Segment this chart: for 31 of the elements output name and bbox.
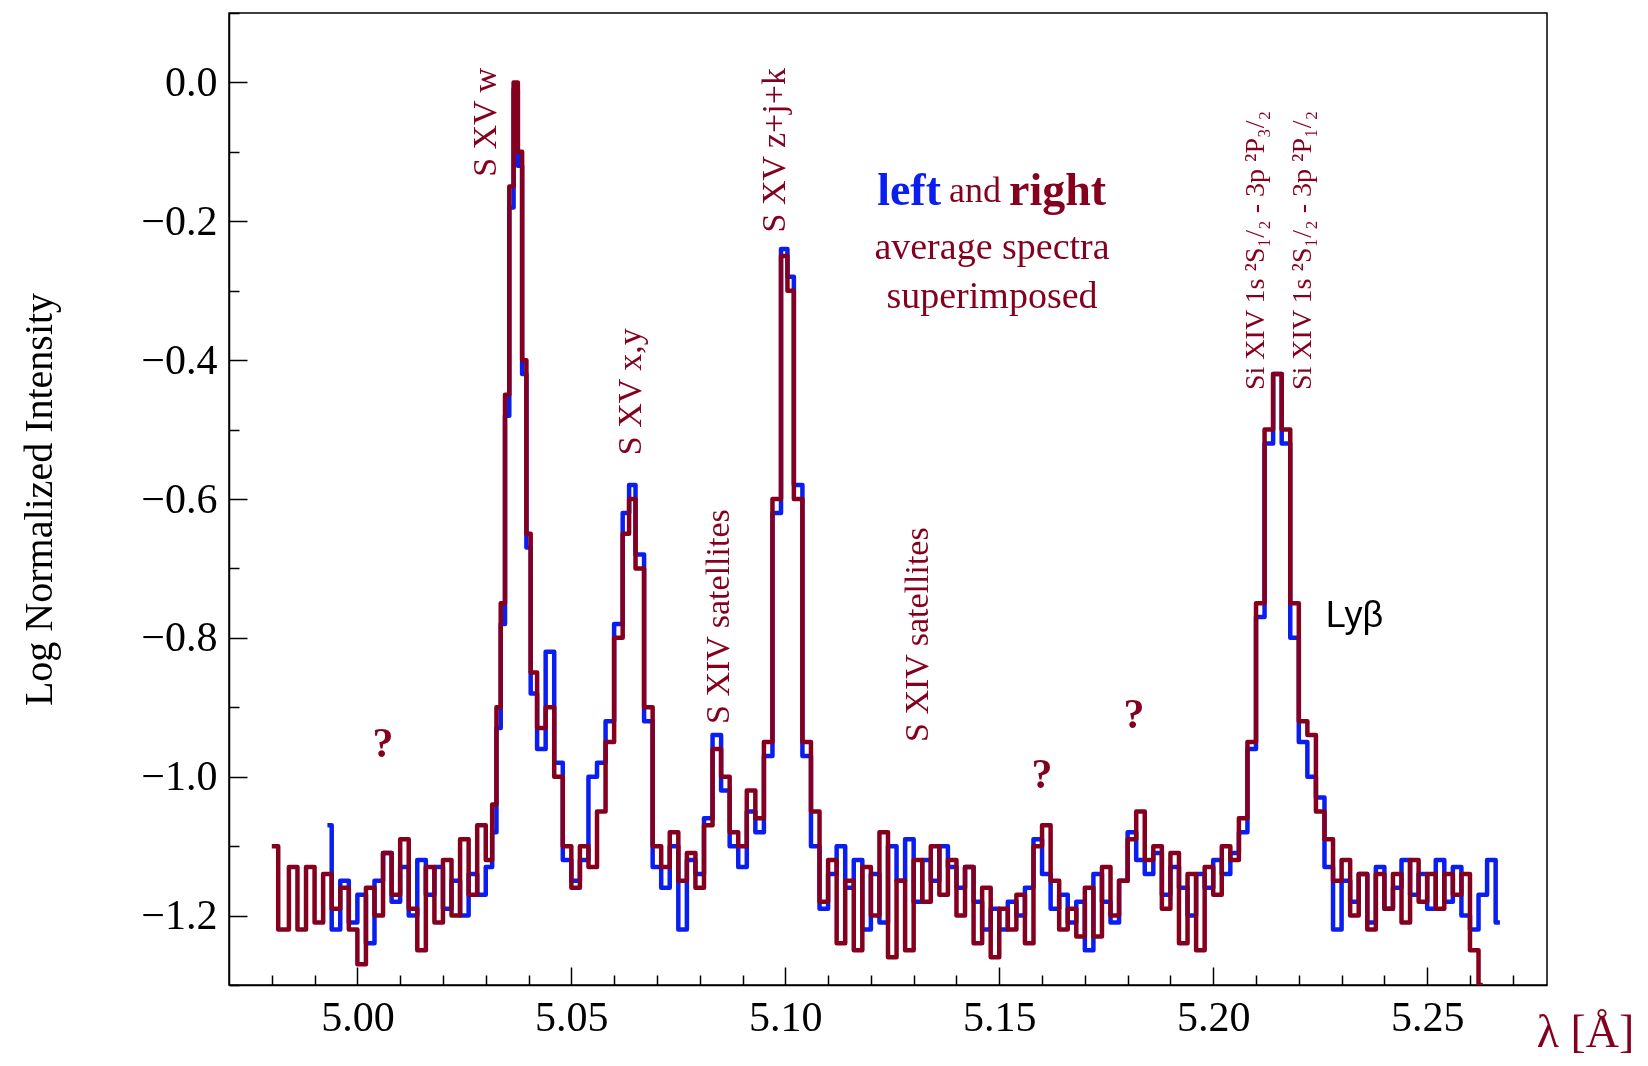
annotation: S XV z+j+k <box>755 68 793 233</box>
annotation: ? <box>1031 751 1053 798</box>
x-tick-label: 5.10 <box>749 993 823 1040</box>
y-tick-label: −0.8 <box>141 614 218 661</box>
annotation: ? <box>372 720 394 767</box>
annotation: S XIV satellites <box>699 509 737 724</box>
y-tick-label: −0.2 <box>141 197 218 244</box>
x-tick-label: 5.00 <box>321 993 395 1040</box>
x-tick-label: 5.05 <box>535 993 609 1040</box>
y-tick-label: −0.4 <box>141 336 218 383</box>
y-tick-label: −1.2 <box>141 892 218 939</box>
y-tick-label: −0.6 <box>141 475 218 522</box>
annotation: S XIV satellites <box>897 527 935 742</box>
text: right <box>1009 164 1107 215</box>
x-axis-title: λ [Å] <box>1536 1005 1635 1057</box>
annotation: Lyβ <box>1325 593 1384 635</box>
y-tick-label: 0.0 <box>165 58 218 105</box>
x-tick-label: 5.15 <box>963 993 1037 1040</box>
annotation: and <box>949 170 1001 210</box>
y-axis-title: Log Normalized Intensity <box>15 292 61 707</box>
text: left <box>877 164 942 215</box>
x-tick-label: 5.25 <box>1390 993 1465 1040</box>
x-tick-label: 5.20 <box>1176 993 1251 1040</box>
annotation: Si XIV 1s ²S₁/₂ - 3p ²P₁/₂ <box>1286 110 1318 390</box>
y-tick-label: −1.0 <box>141 753 218 800</box>
annotation: average spectra <box>874 225 1110 267</box>
annotation: S XV w <box>465 67 503 177</box>
annotation: S XV x,y <box>611 328 649 456</box>
annotation: superimposed <box>886 274 1098 316</box>
annotation: Si XIV 1s ²S₁/₂ - 3p ²P₃/₂ <box>1239 110 1271 390</box>
annotation: ? <box>1123 690 1145 737</box>
